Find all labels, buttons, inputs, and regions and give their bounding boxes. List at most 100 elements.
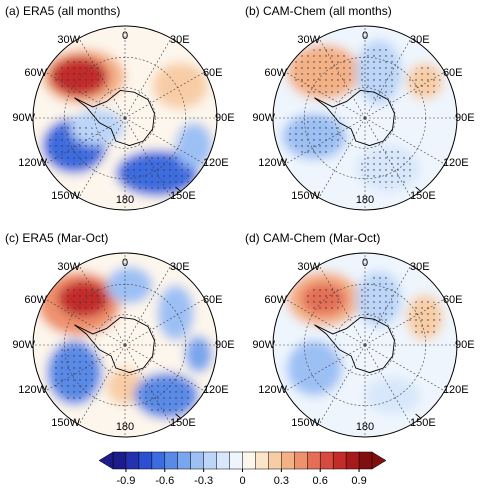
panel-title: (d) CAM-Chem (Mar-Oct)	[245, 231, 380, 245]
latitude-line	[94, 314, 156, 376]
longitude-label: 0	[122, 30, 128, 42]
latitude-line	[334, 87, 396, 149]
longitude-label: 150W	[51, 190, 80, 202]
longitude-label: 90E	[215, 112, 235, 124]
anomaly	[106, 266, 153, 304]
longitude-label: 30W	[297, 261, 320, 273]
longitude-label: 90E	[455, 339, 475, 351]
longitude-label: 120E	[203, 384, 229, 396]
longitude-line	[285, 117, 366, 165]
longitude-line	[124, 344, 172, 425]
anomaly	[152, 62, 208, 109]
longitude-line	[45, 298, 126, 346]
longitude-label: 150E	[170, 417, 196, 429]
longitude-line	[124, 38, 172, 119]
longitude-line	[124, 298, 205, 346]
colorbar-tick-label: -0.3	[194, 475, 213, 487]
longitude-line	[364, 298, 445, 346]
colorbar-tick-label: 0	[239, 475, 245, 487]
colorbar-bin	[358, 451, 373, 470]
longitude-line	[124, 117, 172, 198]
longitude-line	[364, 38, 412, 119]
stipple	[360, 149, 416, 189]
longitude-line	[45, 344, 126, 392]
stipple	[359, 275, 399, 323]
longitude-label: 30E	[170, 34, 190, 46]
longitude-label: 120W	[18, 157, 47, 169]
anomaly	[286, 340, 342, 396]
stipple	[122, 153, 193, 193]
longitude-label: 0	[362, 30, 368, 42]
longitude-label: 60E	[443, 294, 463, 306]
colorbar-bin	[294, 451, 308, 470]
longitude-line	[364, 117, 445, 165]
colorbar-tick-label: 0.3	[274, 475, 289, 487]
longitude-label: 120E	[203, 157, 229, 169]
colorbar-bin	[216, 451, 231, 470]
coastline	[74, 316, 155, 374]
longitude-line	[285, 344, 366, 392]
longitude-label: 60E	[203, 67, 223, 79]
longitude-line	[78, 117, 126, 198]
anomaly	[365, 377, 421, 414]
longitude-line	[45, 117, 126, 165]
longitude-line	[364, 344, 412, 425]
colorbar-bin	[345, 451, 360, 470]
colorbar-bin	[242, 451, 256, 470]
longitude-label: 60W	[264, 67, 287, 79]
colorbar-tick-label: 0.9	[351, 475, 366, 487]
longitude-label: 90W	[252, 339, 275, 351]
map-border	[32, 25, 218, 211]
colorbar-bin	[268, 451, 282, 470]
longitude-label: 90W	[252, 112, 275, 124]
longitude-line	[318, 38, 366, 119]
longitude-label: 90E	[215, 339, 235, 351]
latitude-line	[334, 314, 396, 376]
longitude-label: 150E	[410, 190, 436, 202]
longitude-line	[124, 71, 205, 119]
stipple	[287, 116, 342, 156]
longitude-line	[318, 117, 366, 198]
longitude-label: 180	[116, 421, 134, 433]
colorbar-tick-label: -0.9	[116, 475, 135, 487]
longitude-label: 180	[356, 194, 374, 206]
longitude-line	[285, 71, 366, 119]
longitude-label: 60W	[24, 294, 47, 306]
longitude-label: 60W	[24, 67, 47, 79]
panel-title: (c) ERA5 (Mar-Oct)	[5, 231, 108, 245]
longitude-line	[285, 298, 366, 346]
longitude-label: 120W	[258, 384, 287, 396]
map-panel: (d) CAM-Chem (Mar-Oct) 0 30E 60E 90E 120E 150E…	[245, 231, 475, 438]
colorbar-bin	[229, 451, 244, 470]
longitude-line	[78, 265, 126, 346]
anomaly	[184, 335, 213, 373]
colorbar-arrow	[371, 451, 387, 470]
colorbar-bin	[307, 451, 321, 470]
map-panel: (b) CAM-Chem (all months) 0 30E 60E 90E 120E 1…	[245, 4, 475, 211]
longitude-label: 180	[116, 194, 134, 206]
longitude-label: 30E	[170, 261, 190, 273]
longitude-line	[364, 344, 445, 392]
longitude-line	[78, 38, 126, 119]
longitude-line	[364, 117, 412, 198]
colorbar-bin	[332, 451, 347, 470]
stipple	[409, 65, 441, 97]
colorbar-tick-label: -0.6	[155, 475, 174, 487]
stipple	[292, 48, 355, 96]
longitude-label: 30E	[410, 34, 430, 46]
colorbar-bin	[151, 451, 166, 470]
stipple	[359, 44, 399, 100]
coastline	[314, 89, 395, 147]
colorbar-bin	[164, 451, 179, 470]
colorbar-bin	[319, 451, 334, 470]
longitude-label: 90E	[455, 112, 475, 124]
longitude-label: 60E	[203, 294, 223, 306]
stipple	[47, 122, 102, 170]
field	[33, 26, 217, 210]
longitude-label: 0	[122, 257, 128, 269]
longitude-label: 0	[362, 257, 368, 269]
colorbar-bin	[177, 451, 192, 470]
longitude-label: 150E	[410, 417, 436, 429]
coastline	[314, 316, 395, 374]
colorbar-tick-label: 0.6	[313, 475, 328, 487]
